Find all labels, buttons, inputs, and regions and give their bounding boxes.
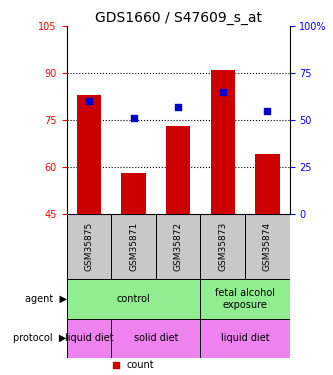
Bar <box>255 154 280 214</box>
Text: solid diet: solid diet <box>134 333 178 344</box>
Text: liquid diet: liquid diet <box>65 333 113 344</box>
Bar <box>77 95 101 214</box>
Bar <box>121 173 146 214</box>
Point <box>131 115 136 121</box>
Bar <box>111 214 156 279</box>
Title: GDS1660 / S47609_s_at: GDS1660 / S47609_s_at <box>95 11 262 25</box>
Bar <box>210 70 235 214</box>
Text: GSM35875: GSM35875 <box>84 222 94 271</box>
Bar <box>200 319 290 358</box>
Text: GSM35874: GSM35874 <box>263 222 272 271</box>
Point <box>265 108 270 114</box>
Text: agent  ▶: agent ▶ <box>25 294 67 304</box>
Text: count: count <box>127 360 155 370</box>
Text: control: control <box>117 294 151 304</box>
Text: liquid diet: liquid diet <box>221 333 269 344</box>
Bar <box>200 214 245 279</box>
Text: GSM35871: GSM35871 <box>129 222 138 271</box>
Bar <box>156 214 200 279</box>
Text: GSM35873: GSM35873 <box>218 222 227 271</box>
Bar <box>245 214 290 279</box>
Bar <box>200 279 290 319</box>
Text: protocol  ▶: protocol ▶ <box>13 333 67 344</box>
Point <box>175 104 181 110</box>
Bar <box>67 214 111 279</box>
Bar <box>111 319 200 358</box>
Point <box>220 89 225 95</box>
Point <box>113 362 118 368</box>
Text: fetal alcohol
exposure: fetal alcohol exposure <box>215 288 275 310</box>
Point <box>86 98 92 104</box>
Text: GSM35872: GSM35872 <box>173 222 183 271</box>
Bar <box>67 319 111 358</box>
Bar <box>166 126 190 214</box>
Bar <box>67 279 200 319</box>
